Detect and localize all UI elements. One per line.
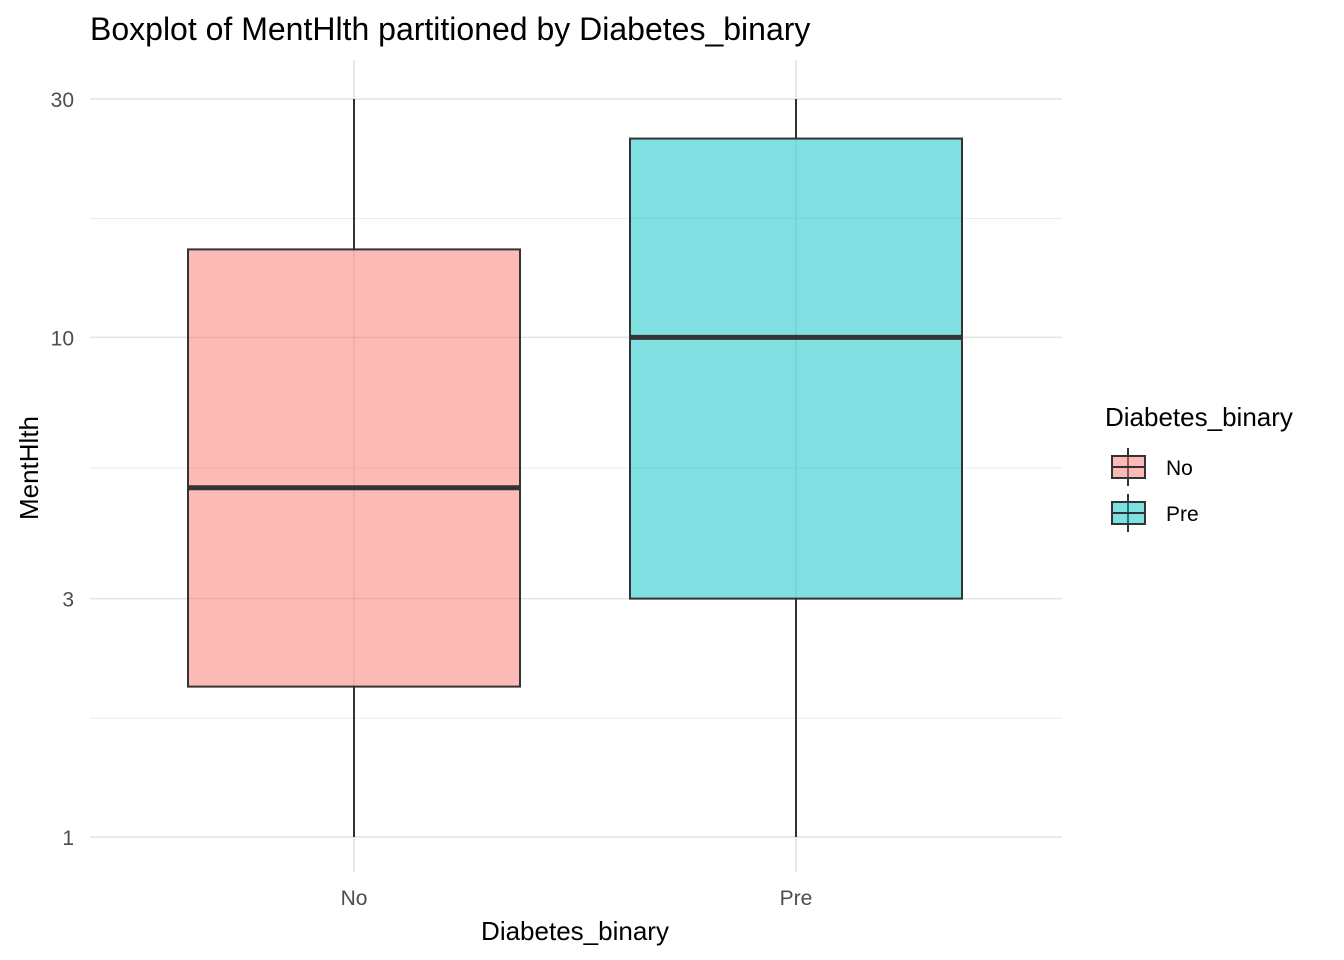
legend-item-pre: Pre <box>1111 494 1199 532</box>
legend-label: No <box>1166 457 1193 480</box>
y-axis-title: MentHlth <box>14 416 44 520</box>
x-tick-label: Pre <box>780 887 813 910</box>
chart-title: Boxplot of MentHlth partitioned by Diabe… <box>90 11 810 47</box>
legend: Diabetes_binary No Pre <box>1105 402 1293 532</box>
x-tick-label: No <box>341 887 368 910</box>
box-body <box>187 248 521 688</box>
y-tick-label: 1 <box>62 827 74 850</box>
y-axis-ticks: 1 3 10 30 <box>51 89 74 850</box>
legend-label: Pre <box>1166 503 1199 526</box>
x-axis-title: Diabetes_binary <box>481 916 669 946</box>
legend-item-no: No <box>1111 448 1193 486</box>
y-tick-label: 10 <box>51 327 74 350</box>
x-axis-ticks: No Pre <box>341 887 813 910</box>
box-body <box>629 137 963 600</box>
boxes <box>187 99 963 837</box>
legend-title: Diabetes_binary <box>1105 402 1293 432</box>
box-no <box>187 99 521 837</box>
y-tick-label: 3 <box>62 589 74 612</box>
y-tick-label: 30 <box>51 89 74 112</box>
box-pre <box>629 99 963 837</box>
